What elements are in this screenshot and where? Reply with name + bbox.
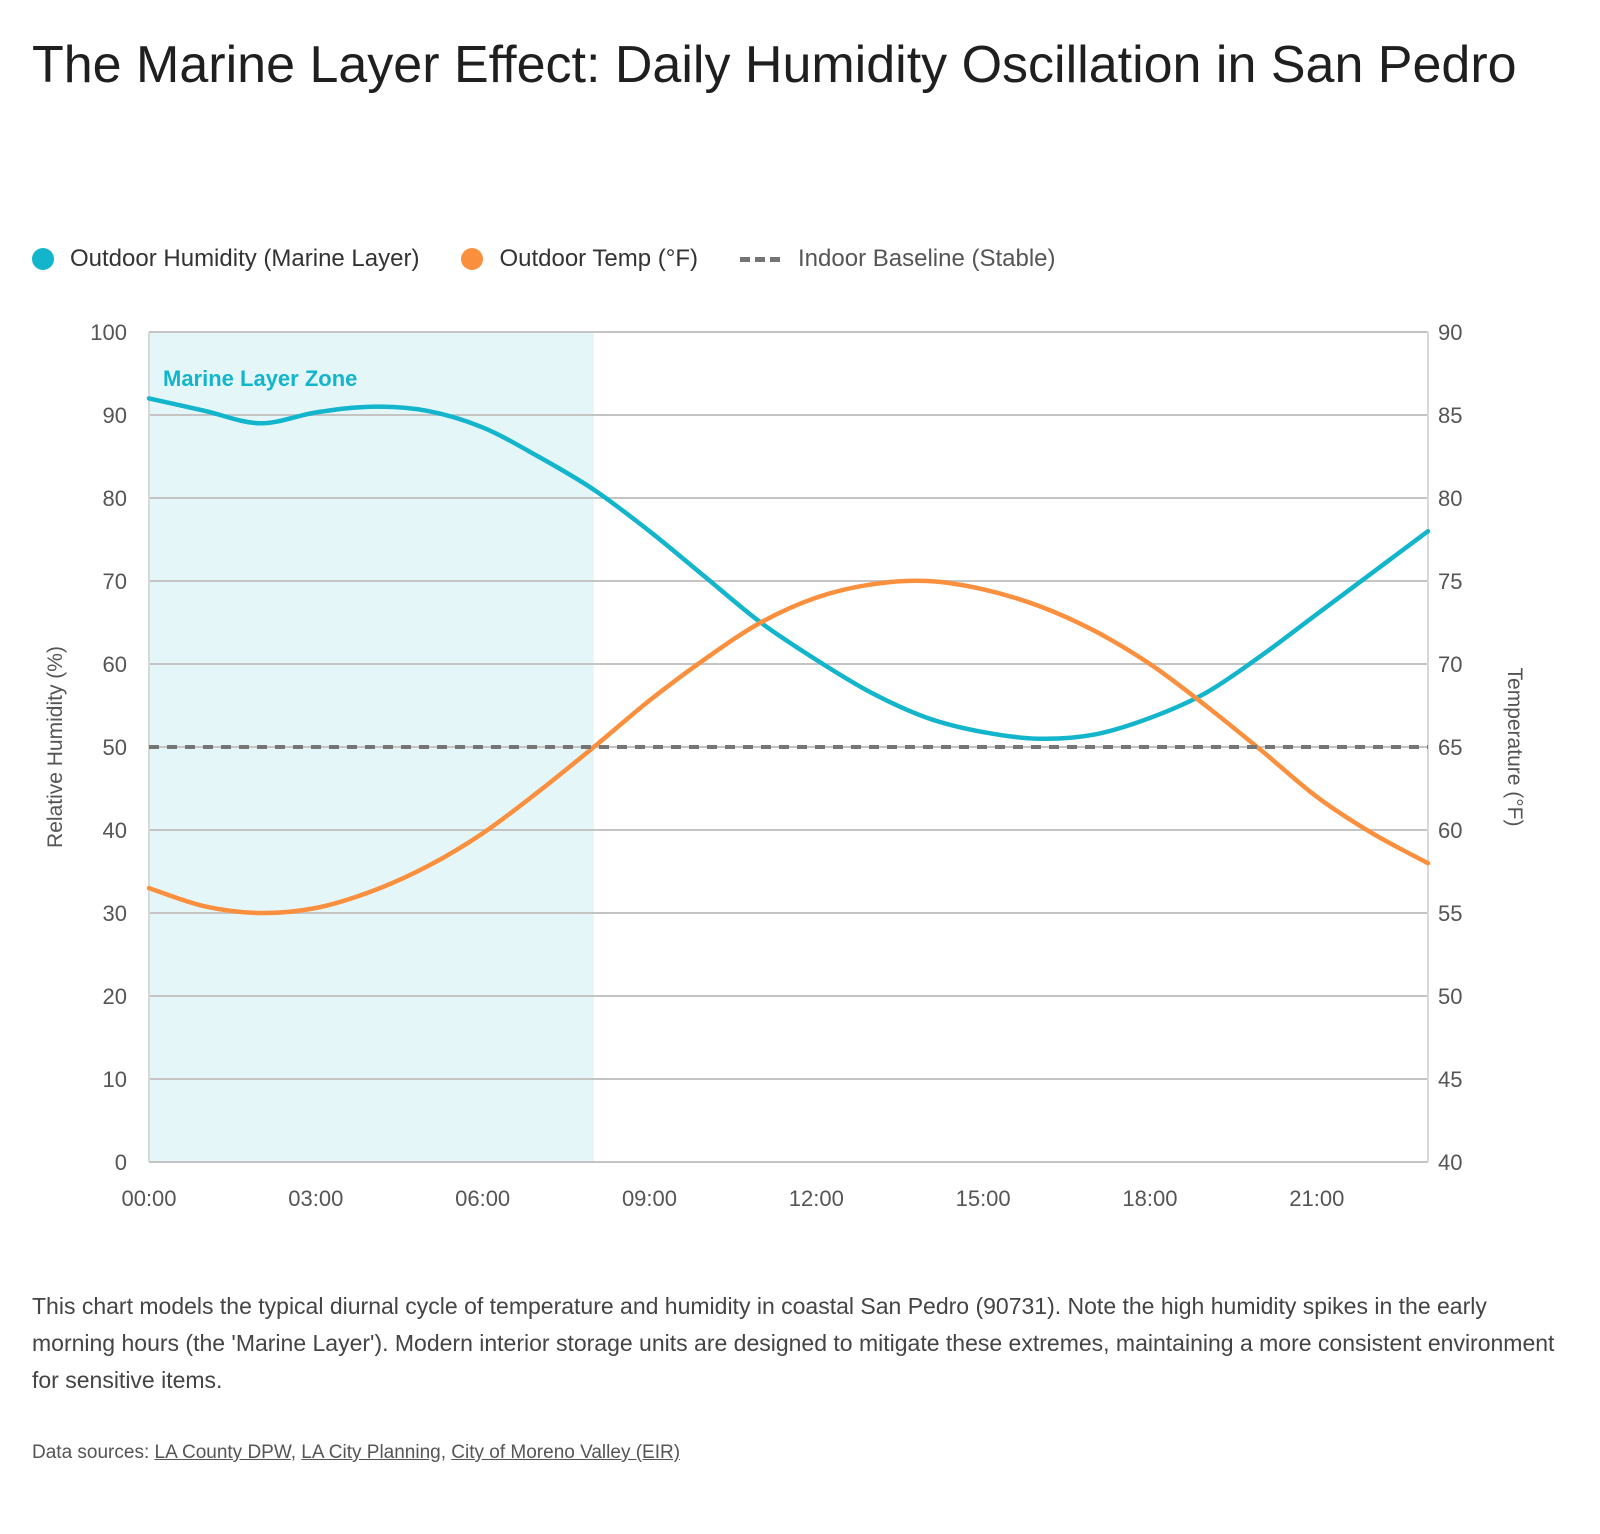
sources-prefix: Data sources: xyxy=(32,1442,155,1463)
legend-item-baseline[interactable]: Indoor Baseline (Stable) xyxy=(740,245,1056,273)
y2-tick-label: 90 xyxy=(1438,320,1462,345)
x-tick-label: 03:00 xyxy=(288,1186,343,1211)
x-tick-label: 21:00 xyxy=(1289,1186,1344,1211)
x-tick-label: 09:00 xyxy=(622,1186,677,1211)
humidity-dot-icon xyxy=(32,248,54,270)
annotation-label: Marine Layer Zone xyxy=(163,366,357,391)
temperature-line xyxy=(146,578,1431,916)
chart-caption: This chart models the typical diurnal cy… xyxy=(32,1293,1555,1393)
source-link[interactable]: City of Moreno Valley (EIR) xyxy=(451,1442,681,1463)
y2-tick-label: 40 xyxy=(1438,1150,1462,1175)
y2-tick-label: 45 xyxy=(1438,1067,1462,1092)
y2-tick-label: 50 xyxy=(1438,984,1462,1009)
x-tick-label: 00:00 xyxy=(121,1186,176,1211)
legend-item-temp[interactable]: Outdoor Temp (°F) xyxy=(461,245,698,273)
y-tick-label: 20 xyxy=(103,984,127,1009)
dashed-line-icon xyxy=(740,256,781,262)
separator: , xyxy=(290,1442,302,1463)
legend-label: Indoor Baseline (Stable) xyxy=(798,245,1056,272)
legend-label: Outdoor Temp (°F) xyxy=(499,245,699,272)
y2-tick-label: 75 xyxy=(1438,569,1462,594)
x-tick-label: 18:00 xyxy=(1122,1186,1177,1211)
x-tick-label: 12:00 xyxy=(789,1186,844,1211)
data-sources: Data sources: LA County DPW, LA City Pla… xyxy=(32,1442,680,1464)
y-tick-label: 30 xyxy=(103,901,127,926)
chart: 0 10 20 30 40 50 60 70 80 90 100 40 45 50 55 60 65 70 75 80… xyxy=(44,320,1526,1211)
y-tick-label: 100 xyxy=(90,320,127,345)
y-tick-label: 10 xyxy=(103,1067,127,1092)
y-tick-label: 80 xyxy=(103,486,127,511)
y2-tick-label: 80 xyxy=(1438,486,1462,511)
y-tick-label: 40 xyxy=(103,818,127,843)
x-tick-label: 06:00 xyxy=(455,1186,510,1211)
y-tick-label: 60 xyxy=(103,652,127,677)
y-tick-label: 0 xyxy=(115,1150,127,1175)
y-tick-label: 70 xyxy=(103,569,127,594)
legend-item-humidity[interactable]: Outdoor Humidity (Marine Layer) xyxy=(32,245,419,273)
y2-tick-label: 65 xyxy=(1438,735,1462,760)
y2-tick-label: 85 xyxy=(1438,403,1462,428)
legend-label: Outdoor Humidity (Marine Layer) xyxy=(70,245,420,272)
separator: , xyxy=(440,1442,452,1463)
y2-tick-label: 55 xyxy=(1438,901,1462,926)
y2-tick-label: 70 xyxy=(1438,652,1462,677)
y-axis-label: Relative Humidity (%) xyxy=(44,646,67,848)
source-link[interactable]: LA City Planning xyxy=(301,1442,441,1463)
y2-axis-label: Temperature (°F) xyxy=(1503,668,1526,827)
y-tick-label: 50 xyxy=(103,735,127,760)
chart-title: The Marine Layer Effect: Daily Humidity … xyxy=(32,36,1517,94)
y2-tick-label: 60 xyxy=(1438,818,1462,843)
source-link[interactable]: LA County DPW xyxy=(154,1442,291,1463)
y-tick-label: 90 xyxy=(103,403,127,428)
temp-dot-icon xyxy=(461,248,484,270)
humidity-line xyxy=(146,396,1431,742)
x-tick-label: 15:00 xyxy=(956,1186,1011,1211)
legend: Outdoor Humidity (Marine Layer) Outdoor … xyxy=(32,245,1098,273)
